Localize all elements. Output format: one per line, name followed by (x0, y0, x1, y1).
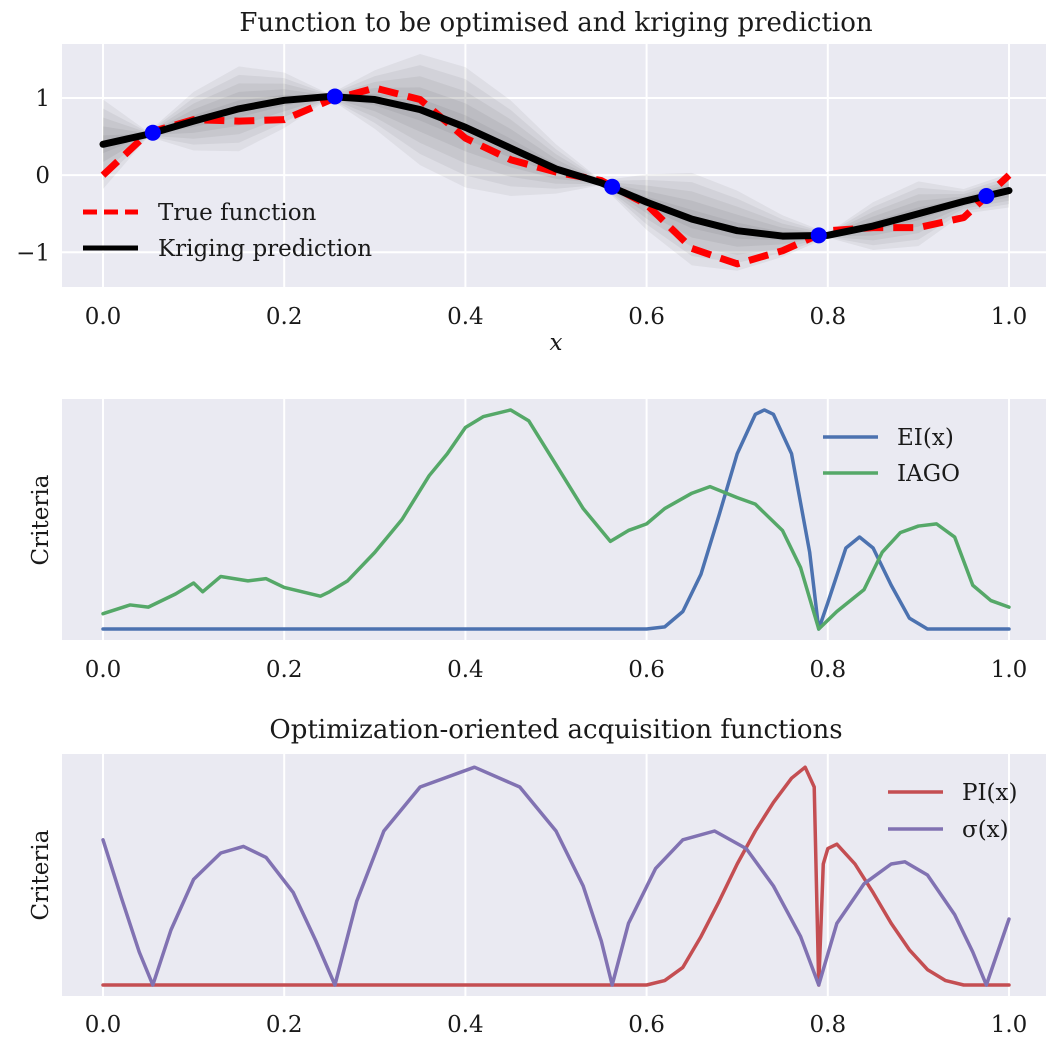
series-line-pi-x (101, 765, 1011, 987)
observation-point-4 (978, 187, 995, 204)
x-tick-0-0: 0.0 (85, 304, 122, 330)
x-tick-1-0: 1.0 (991, 657, 1028, 683)
x-tick-1-0: 1.0 (991, 1012, 1028, 1037)
y-tick-1: 0 (35, 163, 50, 189)
panel-1-series (99, 84, 1013, 268)
acquisition-panel: Optimization-oriented acquisition functi… (28, 715, 1046, 1037)
x-tick-0-6: 0.6 (628, 1012, 665, 1037)
panel-1-y-ticks: 1 0 −1 (16, 86, 50, 266)
panel-2-legend: EI(x) IAGO (823, 425, 960, 487)
panel-2-y-axis-label: Criteria (28, 474, 54, 565)
y-tick-2: −1 (16, 240, 50, 266)
iago-panel: 0.0 0.2 0.4 0.6 0.8 1.0 Criteria EI(x) IAGO (28, 399, 1046, 683)
x-tick-0-6: 0.6 (628, 304, 665, 330)
series-line-x (101, 765, 1011, 987)
panel-1-legend: True function Kriging prediction (83, 200, 372, 262)
panel-2-series (101, 408, 1011, 631)
x-tick-0-8: 0.8 (810, 657, 847, 683)
panel-3-plot-area (62, 754, 1046, 996)
uncertainty-band-0 (103, 54, 1009, 271)
legend-kriging-prediction-label: Kriging prediction (158, 236, 372, 262)
legend-ei-label: EI(x) (897, 425, 954, 451)
observation-point-2 (604, 178, 621, 195)
panel-3-grid (102, 754, 1010, 996)
panel-3-legend: PI(x) σ(x) (888, 780, 1017, 843)
x-tick-0-8: 0.8 (810, 304, 847, 330)
panel-3-x-ticks: 0.0 0.2 0.4 0.6 0.8 1.0 (85, 1012, 1028, 1037)
x-tick-0-0: 0.0 (85, 1012, 122, 1037)
panel-3-title: Optimization-oriented acquisition functi… (269, 715, 842, 745)
series-line-ei-x (101, 408, 1011, 631)
x-tick-0-4: 0.4 (447, 657, 484, 683)
panel-1-x-ticks: 0.0 0.2 0.4 0.6 0.8 1.0 (85, 304, 1028, 330)
legend-pi-label: PI(x) (962, 780, 1017, 806)
legend-sigma-label: σ(x) (962, 817, 1009, 843)
observation-point-1 (326, 88, 343, 105)
series-line-kriging-prediction (99, 92, 1013, 240)
y-tick-0: 1 (35, 86, 50, 112)
x-tick-0-2: 0.2 (266, 657, 303, 683)
panel-1-observations (144, 88, 995, 244)
panel-2-grid (102, 399, 1010, 640)
panel-1-grid (62, 44, 1046, 287)
legend-iago-label: IAGO (897, 461, 960, 487)
kriging-panel: Function to be optimised and kriging pre… (16, 8, 1046, 356)
uncertainty-band-1 (103, 65, 1009, 263)
x-tick-0-4: 0.4 (447, 1012, 484, 1037)
panel-2-x-ticks: 0.0 0.2 0.4 0.6 0.8 1.0 (85, 657, 1028, 683)
series-line-iago (101, 408, 1011, 631)
x-tick-0-8: 0.8 (810, 1012, 847, 1037)
panel-1-x-axis-label: x (550, 330, 563, 356)
panel-3-series (101, 765, 1011, 987)
x-tick-0-6: 0.6 (628, 657, 665, 683)
x-tick-0-2: 0.2 (266, 304, 303, 330)
panel-2-plot-area (62, 399, 1046, 640)
panel-3-y-axis-label: Criteria (28, 829, 54, 920)
observation-point-0 (144, 124, 161, 141)
x-tick-1-0: 1.0 (991, 304, 1028, 330)
panel-1-title: Function to be optimised and kriging pre… (239, 8, 873, 38)
legend-true-function-label: True function (158, 200, 317, 226)
x-tick-0-0: 0.0 (85, 657, 122, 683)
x-tick-0-2: 0.2 (266, 1012, 303, 1037)
x-tick-0-4: 0.4 (447, 304, 484, 330)
observation-point-3 (810, 227, 827, 244)
